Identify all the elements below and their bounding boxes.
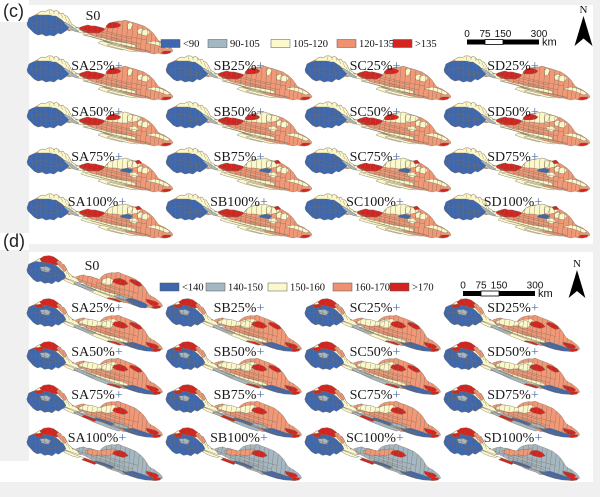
svg-text:0: 0 (464, 29, 470, 40)
svg-text:SC50%+: SC50%+ (350, 105, 401, 120)
svg-text:75: 75 (475, 281, 487, 292)
svg-text:<140: <140 (182, 283, 204, 294)
svg-text:SB75%+: SB75%+ (214, 388, 265, 403)
svg-text:300: 300 (527, 281, 544, 292)
svg-text:SA25%+: SA25%+ (71, 301, 123, 316)
svg-text:SB75%+: SB75%+ (214, 150, 265, 165)
svg-text:SC25%+: SC25%+ (350, 301, 401, 316)
svg-text:150: 150 (495, 29, 512, 40)
svg-text:105-120: 105-120 (293, 39, 328, 50)
svg-text:SD50%+: SD50%+ (487, 345, 539, 360)
svg-text:SA75%+: SA75%+ (71, 150, 123, 165)
svg-text:SB100%+: SB100%+ (210, 431, 268, 446)
svg-text:S0: S0 (86, 9, 101, 24)
svg-text:160-170: 160-170 (355, 283, 390, 294)
svg-text:SD25%+: SD25%+ (487, 59, 539, 74)
svg-text:SA50%+: SA50%+ (71, 105, 123, 120)
svg-text:SD75%+: SD75%+ (487, 388, 539, 403)
svg-text:0: 0 (460, 281, 466, 292)
svg-text:SD25%+: SD25%+ (487, 301, 539, 316)
svg-text:SD50%+: SD50%+ (487, 105, 539, 120)
svg-text:km: km (542, 37, 557, 49)
svg-text:120-135: 120-135 (359, 39, 394, 50)
svg-text:90-105: 90-105 (230, 39, 260, 50)
svg-text:SB25%+: SB25%+ (214, 301, 265, 316)
svg-text:SD100%+: SD100%+ (484, 431, 543, 446)
svg-text:km: km (538, 288, 553, 300)
svg-text:SA75%+: SA75%+ (71, 388, 123, 403)
svg-text:SB50%+: SB50%+ (214, 105, 265, 120)
svg-text:300: 300 (531, 29, 548, 40)
svg-text:150: 150 (491, 281, 508, 292)
svg-text:140-150: 140-150 (228, 283, 263, 294)
svg-text:(c): (c) (3, 1, 24, 21)
svg-text:SA50%+: SA50%+ (71, 345, 123, 360)
svg-text:SC25%+: SC25%+ (350, 59, 401, 74)
svg-text:SC75%+: SC75%+ (350, 388, 401, 403)
svg-text:>135: >135 (415, 39, 437, 50)
svg-text:<90: <90 (183, 39, 199, 50)
svg-text:SD75%+: SD75%+ (487, 150, 539, 165)
svg-text:SC75%+: SC75%+ (350, 150, 401, 165)
svg-text:SA100%+: SA100%+ (68, 195, 127, 210)
svg-text:>170: >170 (412, 283, 434, 294)
svg-text:SD100%+: SD100%+ (484, 195, 543, 210)
svg-text:SB25%+: SB25%+ (214, 59, 265, 74)
svg-text:SC100%+: SC100%+ (346, 195, 404, 210)
svg-text:N: N (573, 258, 581, 270)
svg-text:SB100%+: SB100%+ (210, 195, 268, 210)
svg-text:SA100%+: SA100%+ (68, 431, 127, 446)
svg-text:(d): (d) (3, 231, 25, 251)
svg-text:150-160: 150-160 (290, 283, 325, 294)
svg-text:SC100%+: SC100%+ (346, 431, 404, 446)
svg-text:N: N (580, 4, 588, 16)
svg-text:SA25%+: SA25%+ (71, 59, 123, 74)
svg-text:S0: S0 (85, 259, 100, 274)
svg-text:SC50%+: SC50%+ (350, 345, 401, 360)
svg-text:75: 75 (479, 29, 491, 40)
svg-text:SB50%+: SB50%+ (214, 345, 265, 360)
